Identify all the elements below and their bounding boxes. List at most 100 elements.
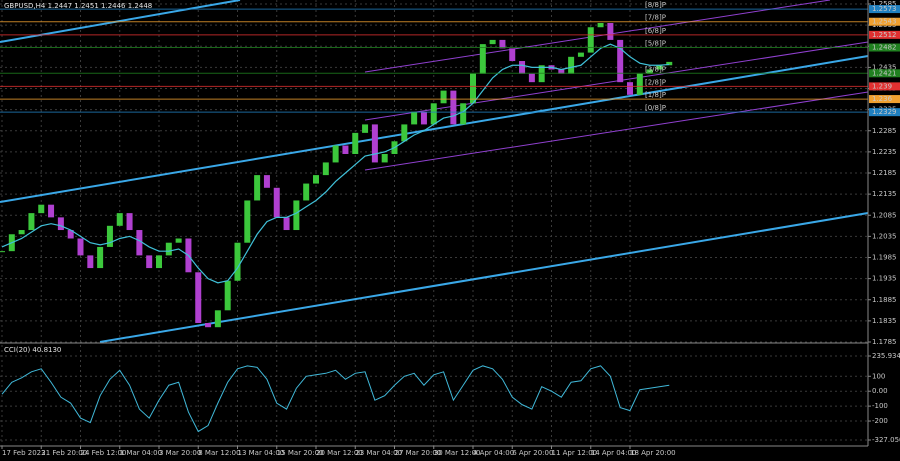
candle [48, 204, 55, 218]
x-tick-label: 6 Apr 20:00 [512, 449, 553, 457]
x-tick-label: 17 Feb 2023 [2, 449, 46, 457]
candle [607, 23, 614, 40]
y-tick-label: 1.1835 [872, 317, 897, 325]
candle [636, 73, 643, 95]
candle [332, 145, 339, 163]
candle [126, 213, 133, 231]
x-tick-label: 1 Mar 04:00 [120, 449, 162, 457]
level-tag [869, 82, 900, 91]
level-value: 1.2482 [872, 44, 897, 52]
x-tick-label: 4 Apr 04:00 [473, 449, 514, 457]
x-tick-label: 8 Mar 12:00 [198, 449, 240, 457]
candle [273, 187, 280, 218]
candle [528, 73, 535, 83]
trend-line [0, 55, 869, 203]
y-tick-label: -327.0500 [872, 436, 900, 444]
x-tick-label: 11 Apr 12:00 [552, 449, 598, 457]
level-tag [869, 95, 900, 104]
level-value: 1.2421 [872, 69, 897, 77]
chart-title: GBPUSD,H4 1.2447 1.2451 1.2446 1.2448 [4, 2, 152, 10]
y-tick-label: 1.2185 [872, 169, 897, 177]
level-tag [869, 30, 900, 39]
candle [254, 175, 261, 201]
level-name: [8/8]P [645, 1, 666, 9]
candle [479, 44, 486, 74]
candle [244, 200, 251, 243]
level-name: [2/8]P [645, 78, 666, 86]
level-tag [869, 108, 900, 117]
candle [362, 124, 369, 133]
candle [470, 73, 476, 104]
x-tick-label: 20 Mar 12:00 [316, 449, 363, 457]
x-tick-label: 24 Feb 12:00 [81, 449, 127, 457]
candle [420, 111, 427, 125]
candle [627, 82, 633, 95]
candle [293, 200, 300, 231]
y-tick-label: 1.2035 [872, 232, 897, 240]
candle [205, 322, 212, 328]
level-value: 1.2329 [872, 108, 897, 116]
candle [313, 175, 319, 184]
y-tick-label: 1.1885 [872, 296, 897, 304]
candle [263, 175, 270, 188]
candle [87, 255, 94, 269]
level-name: [6/8]P [645, 27, 666, 35]
candle [136, 230, 143, 256]
candle [568, 56, 575, 74]
candle [322, 162, 329, 176]
candle [617, 39, 624, 83]
level-tag [869, 5, 900, 14]
candle [342, 145, 349, 154]
x-tick-label: 30 Mar 12:00 [434, 449, 481, 457]
level-value: 1.2543 [872, 18, 897, 26]
candle [509, 48, 516, 62]
y-tick-label: 1.2085 [872, 211, 897, 219]
level-value: 1.236 [872, 95, 893, 103]
candle [67, 230, 74, 239]
candle [381, 153, 388, 163]
candle [440, 90, 447, 104]
candle [214, 310, 221, 328]
candle [489, 39, 496, 45]
y-tick-label: 100 [872, 372, 885, 380]
x-tick-label: 15 Mar 20:00 [277, 449, 324, 457]
candle [558, 69, 565, 74]
y-tick-label: 235.9348 [872, 352, 900, 360]
level-tag [869, 17, 900, 26]
indicator-title: CCI(20) 40.8130 [4, 346, 61, 354]
candle [371, 124, 378, 163]
level-value: 1.2512 [872, 31, 897, 39]
y-tick-label: -100 [872, 402, 888, 410]
x-tick-label: 23 Mar 04:00 [355, 449, 402, 457]
level-name: [0/8]P [645, 104, 666, 112]
candle [656, 65, 663, 70]
y-tick-label: 1.2585 [872, 0, 897, 8]
candle [411, 111, 418, 125]
indicator-line [1, 365, 670, 433]
candle [303, 183, 310, 201]
candle [146, 255, 153, 269]
x-tick-label: 21 Feb 20:00 [41, 449, 87, 457]
y-tick-label: 1.2135 [872, 190, 897, 198]
candle [646, 69, 653, 74]
candle [106, 225, 113, 247]
y-tick-label: 1.1935 [872, 275, 897, 283]
candle [195, 272, 202, 323]
level-value: 1.2573 [872, 5, 897, 13]
candle [156, 255, 162, 269]
plot: [8/8]P 1.2573 [7/8]P 1.2543 [6/8]P 1.2512 [5/8… [0, 1, 900, 433]
x-tick-label: 3 Mar 20:00 [159, 449, 201, 457]
trend-line [99, 212, 869, 343]
candle [38, 204, 45, 214]
y-tick-label: 1.1985 [872, 254, 897, 262]
candle [0, 251, 5, 253]
candle [666, 61, 673, 66]
channel-line [364, 0, 831, 73]
candle [175, 238, 182, 243]
level-name: [1/8]P [645, 91, 666, 99]
candle [519, 61, 526, 74]
x-tick-label: 13 Mar 04:00 [238, 449, 285, 457]
candle [165, 242, 172, 256]
